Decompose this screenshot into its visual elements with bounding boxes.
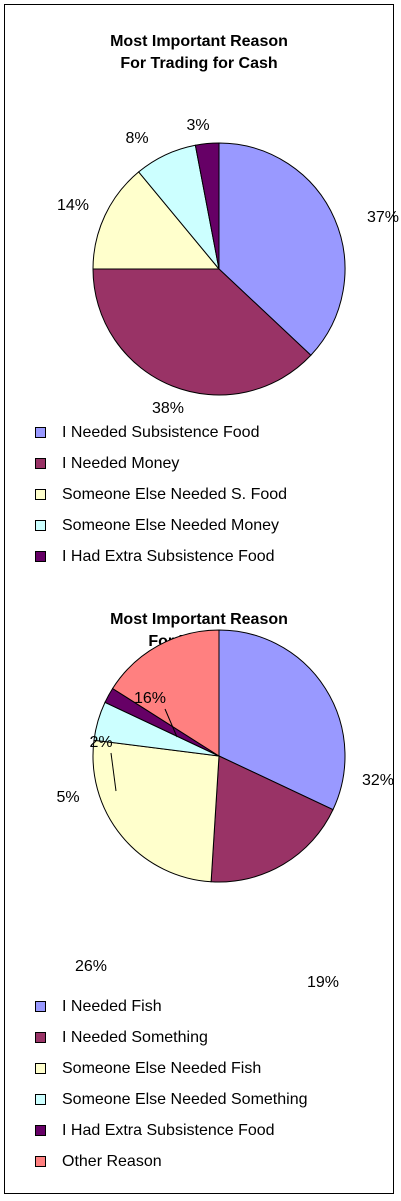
chart-2-data-label-3: 26% [75,958,107,975]
legend-swatch [35,520,46,531]
legend-label: Someone Else Needed S. Food [62,485,288,503]
chart-2-pie: 32% 19% 26% 5% 2% 16% [56,629,394,991]
chart-2-legend-item-4: Someone Else Needed Something [35,1084,308,1115]
chart-2-legend-item-3: Someone Else Needed Fish [35,1053,308,1084]
chart-2-data-label-2: 19% [307,974,339,991]
chart-1-legend-item-4: Someone Else Needed Money [35,510,287,541]
chart-2-slice-1 [218,629,346,811]
chart-1-data-label-3: 14% [57,197,89,214]
chart-2-data-label-1: 32% [362,772,394,789]
chart-1-data-label-2: 38% [152,400,184,417]
chart-1-data-label-1: 37% [367,209,399,226]
legend-swatch [35,489,46,500]
chart-2-legend-item-1: I Needed Fish [35,991,308,1022]
legend-label: Someone Else Needed Fish [62,1059,262,1077]
chart-1-slice-1 [218,142,346,356]
legend-label: I Had Extra Subsistence Food [62,547,275,565]
legend-label: I Needed Something [62,1028,208,1046]
chart-2-data-label-6: 16% [134,690,166,707]
legend-label: Someone Else Needed Money [62,516,280,534]
chart-2-data-label-5: 2% [89,734,112,751]
legend-label: Other Reason [62,1152,162,1170]
chart-2-title-line-1: Most Important Reason [110,611,288,628]
chart-1-legend-item-1: I Needed Subsistence Food [35,417,287,448]
legend-label: I Had Extra Subsistence Food [62,1121,275,1139]
legend-swatch [35,551,46,562]
chart-2-leader-line-2 [164,708,178,738]
chart-1-legend-item-5: I Had Extra Subsistence Food [35,541,287,572]
legend-swatch [35,1063,46,1074]
chart-1-legend: I Needed Subsistence Food I Needed Money S… [35,417,287,572]
chart-2-slice-2 [210,755,334,883]
legend-swatch [35,1125,46,1136]
chart-1-slice-3 [92,171,221,270]
legend-swatch [35,1156,46,1167]
legend-swatch [35,427,46,438]
chart-1-title: Most Important Reason For Trading for Ca… [5,31,393,75]
chart-1-slice-2 [92,268,312,396]
chart-2-slice-3 [92,739,220,883]
chart-1-pie: 37% 38% 14% 8% 3% [57,117,399,417]
legend-label: Someone Else Needed Something [62,1090,308,1108]
chart-frame: Most Important Reason For Trading for Ca… [4,4,399,1194]
chart-1-legend-item-3: Someone Else Needed S. Food [35,479,287,510]
legend-swatch [35,1001,46,1012]
chart-1-data-label-4: 8% [125,130,148,147]
chart-2-legend-item-6: Other Reason [35,1146,308,1177]
chart-1-data-label-5: 3% [186,117,209,134]
chart-2-legend: I Needed Fish I Needed Something Someone E… [35,991,308,1177]
chart-1-slice-5 [194,142,220,270]
chart-2-slice-6 [111,629,220,757]
legend-swatch [35,458,46,469]
legend-label: I Needed Subsistence Food [62,423,260,441]
chart-2-leader-line-1 [110,752,117,792]
chart-1-title-line-2: For Trading for Cash [120,55,278,72]
chart-2-legend-item-2: I Needed Something [35,1022,308,1053]
chart-2-data-label-4: 5% [56,789,79,806]
legend-swatch [35,1032,46,1043]
chart-2-legend-item-5: I Had Extra Subsistence Food [35,1115,308,1146]
legend-swatch [35,1094,46,1105]
chart-1-title-line-1: Most Important Reason [110,33,288,50]
chart-1-legend-item-2: I Needed Money [35,448,287,479]
legend-label: I Needed Fish [62,997,162,1015]
legend-label: I Needed Money [62,454,180,472]
